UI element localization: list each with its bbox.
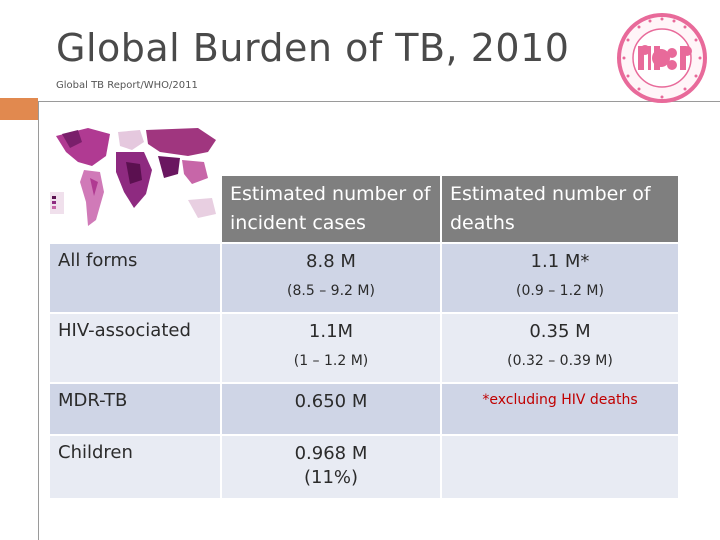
deaths-cell: 1.1 M* (0.9 – 1.2 M) xyxy=(442,244,678,312)
cases-value: 0.968 M xyxy=(294,443,368,464)
deaths-cell: *excluding HIV deaths xyxy=(442,384,678,434)
deaths-range: (0.9 – 1.2 M) xyxy=(516,283,604,299)
cases-range: (1 – 1.2 M) xyxy=(293,353,369,369)
deaths-value: 1.1 M* xyxy=(530,251,590,272)
cases-cell: 1.1M (1 – 1.2 M) xyxy=(222,314,440,382)
header-blank-cell xyxy=(50,176,220,242)
table-row: HIV-associated 1.1M (1 – 1.2 M) 0.35 M (… xyxy=(50,314,678,382)
cases-cell: 0.968 M (11%) xyxy=(222,436,440,498)
table-row: MDR-TB 0.650 M *excluding HIV deaths xyxy=(50,384,678,434)
divider-rule xyxy=(38,101,720,102)
table-header-row: Estimated number of incident cases Estim… xyxy=(50,176,678,242)
cases-percent: (11%) xyxy=(303,467,359,488)
cases-value: 1.1M xyxy=(308,321,354,342)
header-deaths: Estimated number of deaths xyxy=(442,176,678,242)
side-rule xyxy=(38,101,39,540)
cases-value: 8.8 M xyxy=(306,251,356,272)
deaths-value: 0.35 M xyxy=(529,321,591,342)
world-map-image xyxy=(48,122,223,240)
cases-cell: 8.8 M (8.5 – 9.2 M) xyxy=(222,244,440,312)
deaths-cell xyxy=(442,436,678,498)
row-label: Children xyxy=(50,436,220,498)
footnote-text: *excluding HIV deaths xyxy=(482,392,638,408)
row-label: All forms xyxy=(50,244,220,312)
header-incident-cases: Estimated number of incident cases xyxy=(222,176,440,242)
cases-range: (8.5 – 9.2 M) xyxy=(287,283,375,299)
accent-bar xyxy=(0,98,38,120)
table-row: Children 0.968 M (11%) xyxy=(50,436,678,498)
tb-burden-table: Estimated number of incident cases Estim… xyxy=(48,174,680,500)
deaths-cell: 0.35 M (0.32 – 0.39 M) xyxy=(442,314,678,382)
pidsp-logo xyxy=(612,12,712,104)
deaths-range: (0.32 – 0.39 M) xyxy=(507,353,613,369)
source-caption: Global TB Report/WHO/2011 xyxy=(56,80,198,91)
row-label: MDR-TB xyxy=(50,384,220,434)
row-label: HIV-associated xyxy=(50,314,220,382)
page-title: Global Burden of TB, 2010 xyxy=(56,26,570,70)
cases-value: 0.650 M xyxy=(294,391,368,412)
table-row: All forms 8.8 M (8.5 – 9.2 M) 1.1 M* (0.… xyxy=(50,244,678,312)
cases-cell: 0.650 M xyxy=(222,384,440,434)
